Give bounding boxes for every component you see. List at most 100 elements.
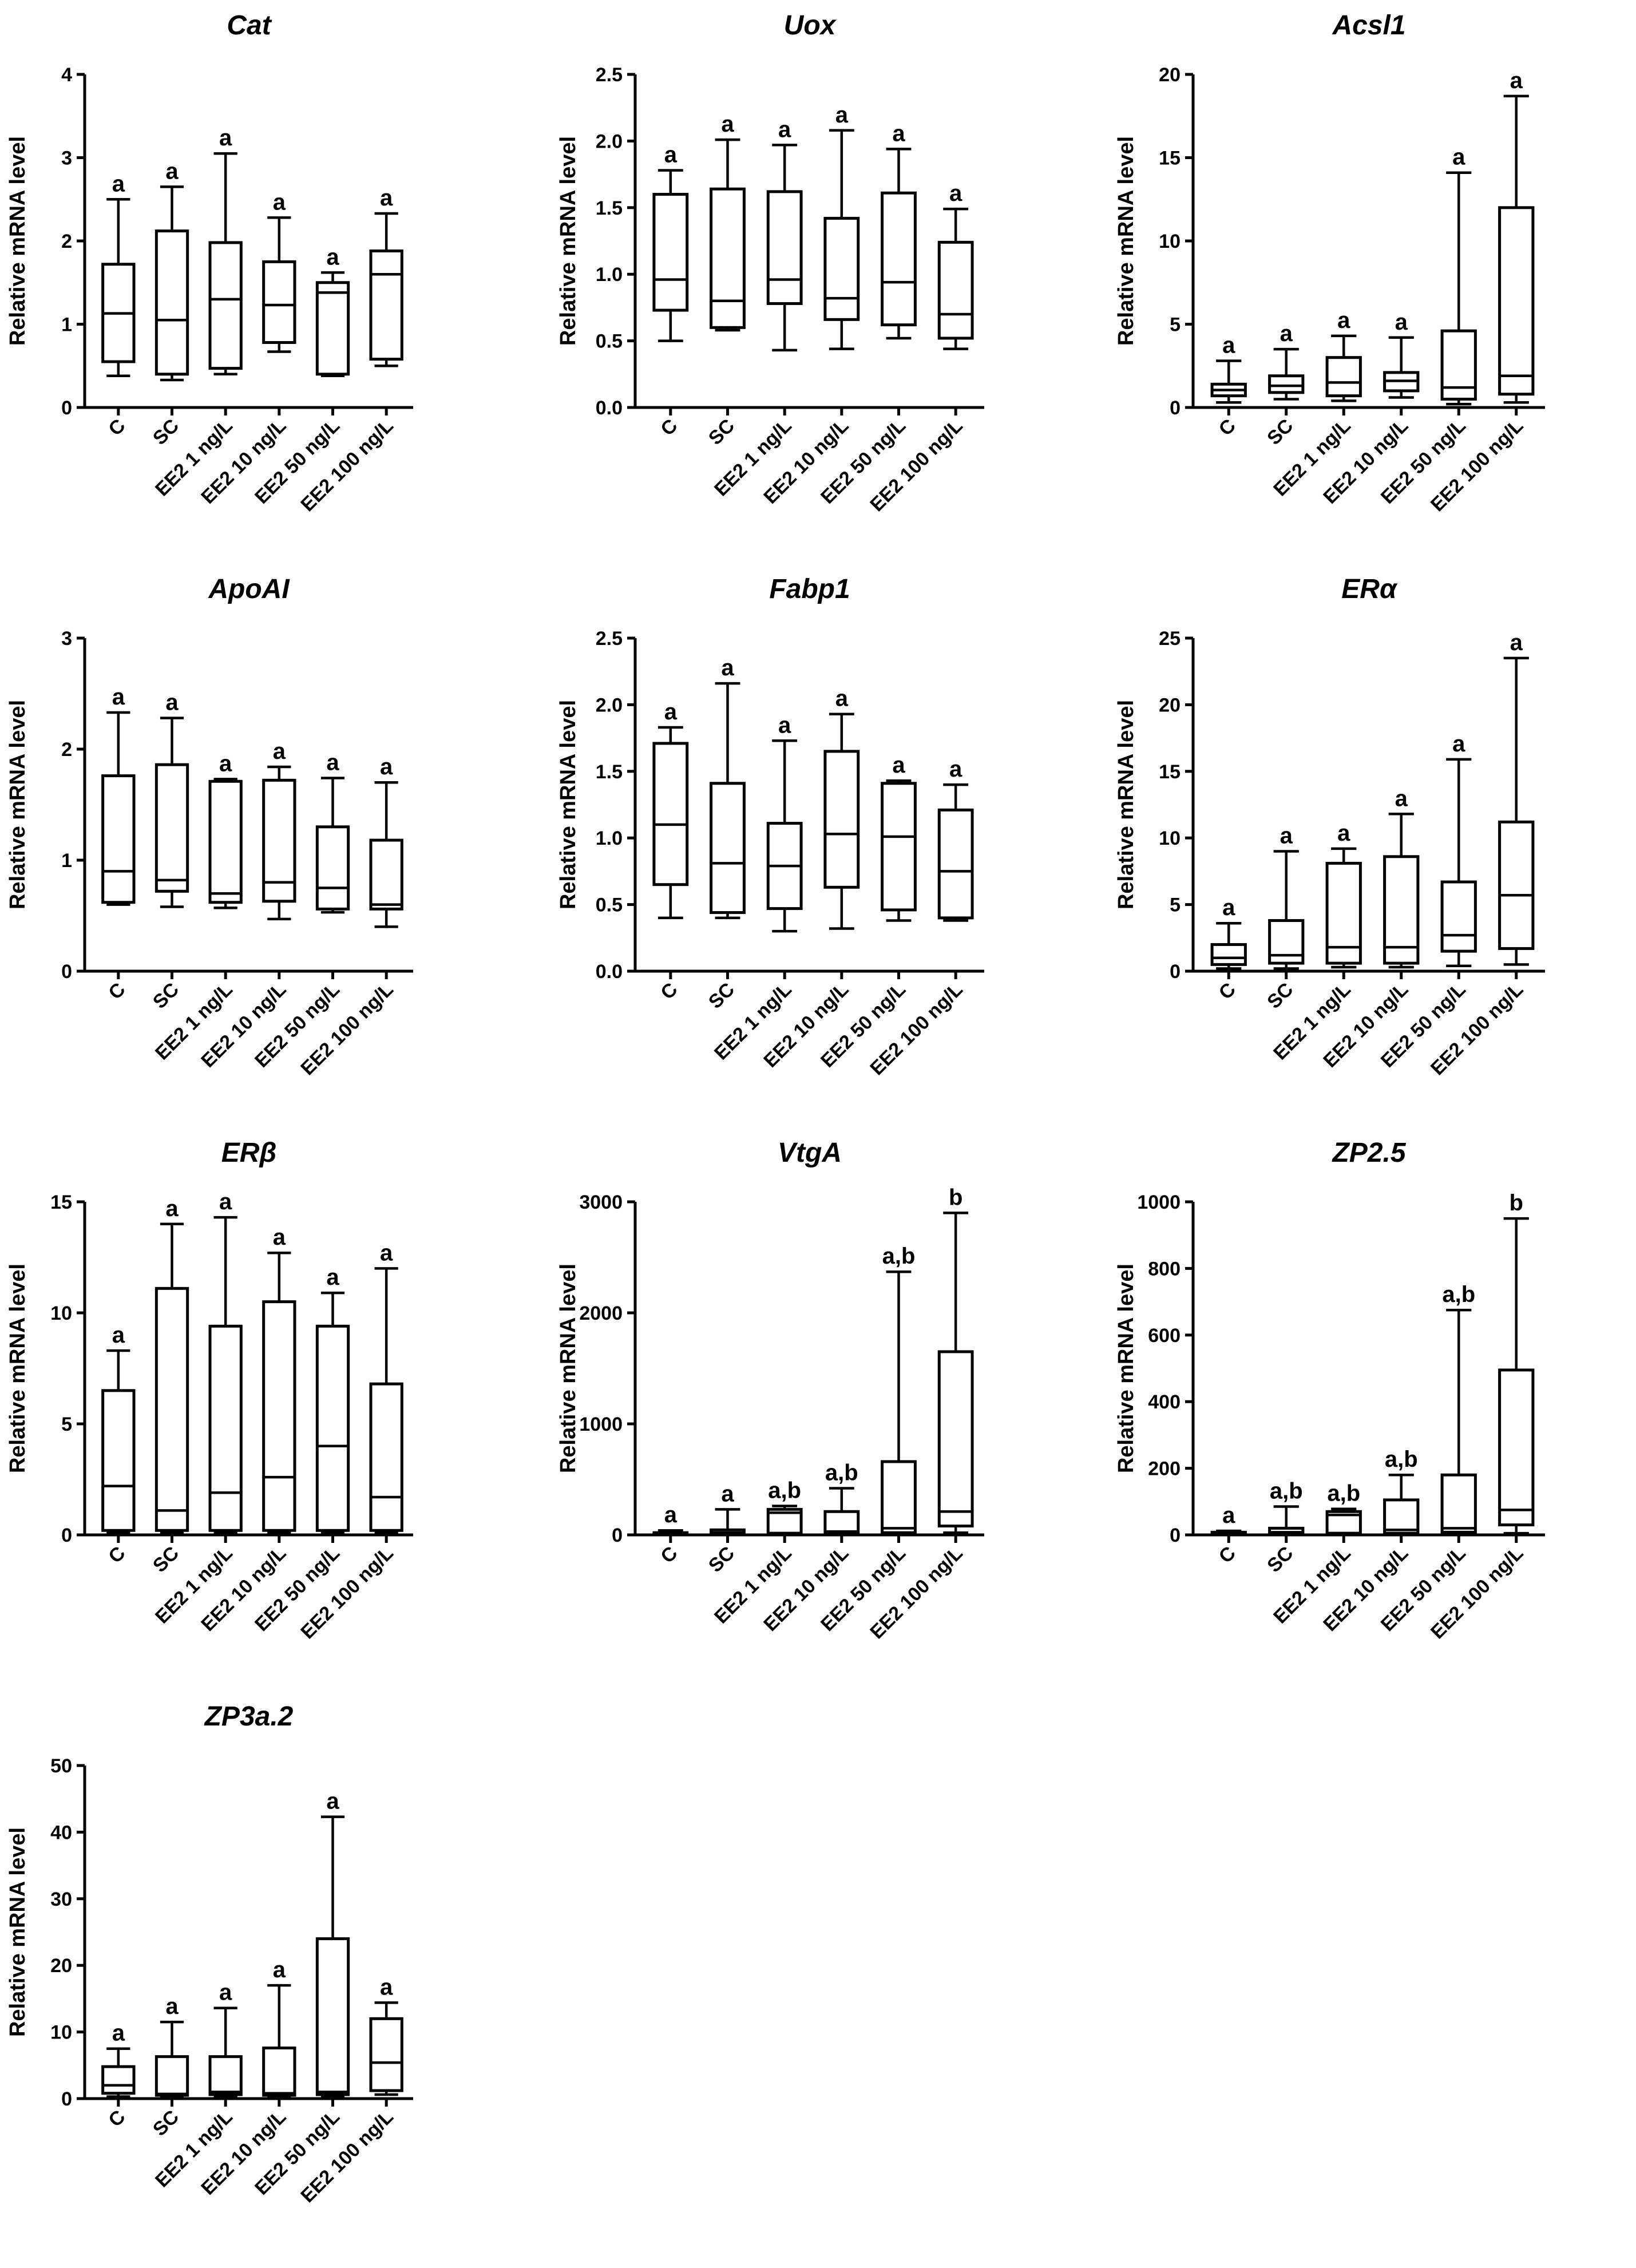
box-iqr xyxy=(155,2055,189,2097)
y-tick-label: 3 xyxy=(61,628,72,650)
x-category-label: C xyxy=(656,1542,682,1568)
x-category-label: C xyxy=(1215,415,1240,440)
y-tick-label: 1.0 xyxy=(596,264,623,286)
significance-label: a,b xyxy=(1270,1479,1303,1504)
x-category-label: C xyxy=(656,415,682,440)
box-c: a xyxy=(1210,333,1247,404)
significance-label: a xyxy=(219,751,232,776)
x-category-label: SC xyxy=(704,979,739,1013)
y-tick-label: 50 xyxy=(50,1755,72,1777)
y-axis-label: Relative mRNA level xyxy=(6,1264,30,1473)
y-tick-label: 0 xyxy=(612,1525,623,1546)
box-ee2-1-ng-l: a xyxy=(1325,821,1362,969)
box-ee2-1-ng-l: a xyxy=(208,751,243,909)
box-iqr xyxy=(937,808,974,920)
x-category-label: C xyxy=(104,1542,129,1568)
significance-label: a xyxy=(380,185,393,211)
box-iqr xyxy=(1383,855,1420,965)
box-sc: a xyxy=(710,655,746,920)
box-ee2-50-ng-l: a xyxy=(315,244,350,377)
box-iqr xyxy=(1498,820,1535,950)
significance-label: b xyxy=(1510,1190,1523,1216)
chart-title: Cat xyxy=(227,10,272,41)
box-ee2-100-ng-l: b xyxy=(1498,1190,1535,1535)
box-iqr xyxy=(1440,1473,1477,1534)
y-tick-label: 0.0 xyxy=(596,397,623,419)
y-axis-label: Relative mRNA level xyxy=(6,700,30,909)
box-ee2-10-ng-l: a,b xyxy=(1383,1447,1420,1536)
significance-label: a xyxy=(1395,786,1408,811)
box-iqr xyxy=(1210,943,1247,966)
x-category-label: EE2 100 ng/L xyxy=(296,415,398,516)
box-iqr xyxy=(262,260,296,345)
y-tick-label: 1000 xyxy=(579,1414,623,1435)
y-tick-label: 25 xyxy=(1159,628,1181,650)
box-iqr xyxy=(208,1324,243,1532)
y-tick-label: 4 xyxy=(61,64,72,86)
box-ee2-50-ng-l: a xyxy=(315,750,350,914)
significance-label: a,b xyxy=(1385,1447,1418,1472)
y-tick-label: 1 xyxy=(61,314,72,336)
significance-label: a,b xyxy=(1327,1481,1360,1506)
x-category-label: C xyxy=(1215,1542,1240,1568)
box-iqr xyxy=(369,1382,403,1532)
y-tick-label: 3 xyxy=(61,148,72,169)
y-axis-label: Relative mRNA level xyxy=(1114,700,1138,909)
significance-label: a xyxy=(778,713,791,738)
box-iqr xyxy=(155,229,189,376)
box-iqr xyxy=(652,742,689,886)
box-sc: a xyxy=(710,1481,746,1536)
y-tick-label: 0 xyxy=(61,961,72,983)
significance-label: a xyxy=(326,244,339,270)
box-iqr xyxy=(881,1460,917,1534)
significance-label: a xyxy=(835,102,849,128)
box-ee2-10-ng-l: a,b xyxy=(823,1460,860,1536)
chart-panel-uox: Uox Relative mRNA level 0.0 0.5 1.0 1.5 2.0 2.5… xyxy=(556,10,984,516)
box-sc: a xyxy=(710,112,746,332)
box-c: a xyxy=(101,684,136,906)
significance-label: a xyxy=(949,757,962,782)
y-tick-label: 1 xyxy=(61,850,72,872)
significance-label: a,b xyxy=(768,1478,801,1503)
box-c: a xyxy=(1210,1503,1247,1536)
box-iqr xyxy=(262,778,296,903)
x-category-label: SC xyxy=(1263,1542,1297,1577)
box-iqr xyxy=(369,838,403,911)
y-tick-label: 5 xyxy=(1170,314,1181,336)
significance-label: a xyxy=(273,189,286,215)
y-tick-label: 200 xyxy=(1148,1458,1181,1480)
box-ee2-100-ng-l: a xyxy=(1498,68,1535,404)
y-tick-label: 15 xyxy=(50,1192,72,1213)
box-ee2-1-ng-l: a xyxy=(208,1980,243,2098)
y-axis-label: Relative mRNA level xyxy=(556,1264,580,1473)
box-sc: a xyxy=(155,159,189,382)
significance-label: a xyxy=(326,750,339,775)
significance-label: a xyxy=(1337,821,1350,846)
box-ee2-100-ng-l: a xyxy=(937,181,974,350)
y-tick-label: 0 xyxy=(1170,397,1181,419)
x-category-label: SC xyxy=(704,1542,739,1577)
y-tick-label: 0 xyxy=(1170,1525,1181,1546)
significance-label: a xyxy=(721,1481,734,1506)
box-iqr xyxy=(937,1350,974,1527)
box-iqr xyxy=(155,763,189,893)
significance-label: a,b xyxy=(825,1460,858,1486)
box-iqr xyxy=(101,1389,136,1532)
box-iqr xyxy=(262,2047,296,2097)
y-tick-label: 600 xyxy=(1148,1325,1181,1347)
box-ee2-100-ng-l: a xyxy=(369,1974,403,2096)
y-axis-label: Relative mRNA level xyxy=(556,700,580,909)
box-ee2-50-ng-l: a,b xyxy=(1440,1282,1477,1536)
box-ee2-10-ng-l: a xyxy=(262,1957,296,2098)
significance-label: a xyxy=(219,1189,232,1214)
box-sc: a xyxy=(155,1196,189,1534)
box-iqr xyxy=(369,249,403,361)
significance-label: a,b xyxy=(1442,1282,1475,1307)
y-tick-label: 2.5 xyxy=(596,628,623,650)
box-ee2-10-ng-l: a xyxy=(262,189,296,353)
box-ee2-10-ng-l: a xyxy=(1383,310,1420,399)
